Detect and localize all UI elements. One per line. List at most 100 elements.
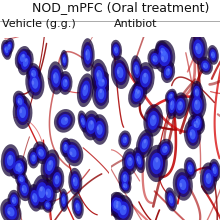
- Ellipse shape: [46, 189, 51, 198]
- Ellipse shape: [98, 89, 104, 99]
- Ellipse shape: [20, 54, 26, 62]
- Ellipse shape: [196, 118, 200, 125]
- Ellipse shape: [69, 148, 77, 157]
- Ellipse shape: [29, 74, 40, 93]
- Ellipse shape: [205, 173, 211, 184]
- Ellipse shape: [27, 184, 42, 212]
- Ellipse shape: [147, 49, 163, 69]
- Ellipse shape: [98, 78, 105, 87]
- Ellipse shape: [193, 121, 199, 128]
- Ellipse shape: [161, 56, 164, 61]
- Ellipse shape: [32, 175, 52, 210]
- Ellipse shape: [166, 91, 178, 119]
- Ellipse shape: [40, 180, 57, 207]
- Ellipse shape: [207, 45, 219, 65]
- Ellipse shape: [15, 93, 26, 110]
- Ellipse shape: [144, 139, 146, 143]
- Ellipse shape: [190, 93, 204, 117]
- Ellipse shape: [91, 114, 108, 145]
- Ellipse shape: [29, 68, 38, 79]
- Ellipse shape: [192, 83, 202, 101]
- Ellipse shape: [200, 162, 217, 194]
- Ellipse shape: [113, 195, 134, 220]
- Ellipse shape: [20, 182, 29, 196]
- Ellipse shape: [12, 200, 14, 202]
- Ellipse shape: [82, 42, 93, 68]
- Ellipse shape: [159, 141, 171, 158]
- Ellipse shape: [80, 115, 86, 128]
- Ellipse shape: [162, 146, 168, 153]
- Ellipse shape: [22, 188, 24, 191]
- Ellipse shape: [116, 204, 118, 208]
- Ellipse shape: [86, 51, 87, 55]
- Ellipse shape: [210, 49, 216, 61]
- Ellipse shape: [118, 166, 132, 190]
- Ellipse shape: [81, 119, 82, 123]
- Ellipse shape: [16, 95, 24, 108]
- Ellipse shape: [19, 52, 32, 72]
- Ellipse shape: [81, 118, 85, 125]
- Ellipse shape: [128, 81, 147, 108]
- Ellipse shape: [72, 195, 84, 219]
- Ellipse shape: [58, 71, 73, 95]
- Ellipse shape: [160, 48, 166, 56]
- Ellipse shape: [32, 195, 34, 199]
- Ellipse shape: [122, 181, 129, 190]
- Ellipse shape: [97, 126, 99, 130]
- Ellipse shape: [152, 115, 155, 120]
- Ellipse shape: [148, 111, 159, 130]
- Ellipse shape: [94, 82, 108, 106]
- Ellipse shape: [29, 150, 38, 166]
- Ellipse shape: [169, 195, 173, 204]
- Ellipse shape: [79, 77, 92, 103]
- Ellipse shape: [45, 156, 55, 175]
- Ellipse shape: [134, 90, 141, 99]
- Ellipse shape: [110, 195, 122, 214]
- Ellipse shape: [70, 171, 81, 192]
- Ellipse shape: [53, 72, 59, 84]
- Ellipse shape: [90, 121, 93, 125]
- Ellipse shape: [31, 154, 36, 162]
- Ellipse shape: [134, 86, 139, 98]
- Ellipse shape: [137, 158, 138, 161]
- Ellipse shape: [18, 180, 30, 198]
- Ellipse shape: [27, 148, 40, 169]
- Ellipse shape: [117, 70, 119, 74]
- Ellipse shape: [34, 179, 50, 206]
- Ellipse shape: [188, 167, 190, 169]
- Ellipse shape: [94, 121, 105, 138]
- Ellipse shape: [155, 158, 158, 162]
- Ellipse shape: [158, 47, 171, 66]
- Text: Antibiot: Antibiot: [114, 19, 158, 29]
- Ellipse shape: [172, 92, 188, 119]
- Ellipse shape: [198, 57, 213, 75]
- Ellipse shape: [64, 118, 67, 121]
- Ellipse shape: [33, 141, 49, 164]
- Ellipse shape: [50, 166, 64, 193]
- Ellipse shape: [60, 138, 72, 157]
- Ellipse shape: [4, 38, 15, 56]
- Ellipse shape: [118, 130, 131, 150]
- Ellipse shape: [97, 72, 99, 77]
- Ellipse shape: [65, 79, 67, 83]
- Ellipse shape: [177, 175, 189, 194]
- Ellipse shape: [213, 168, 214, 171]
- Ellipse shape: [17, 177, 32, 201]
- Ellipse shape: [28, 66, 39, 81]
- Ellipse shape: [175, 98, 185, 114]
- Ellipse shape: [42, 183, 55, 204]
- Ellipse shape: [195, 43, 202, 54]
- Ellipse shape: [174, 95, 187, 116]
- Ellipse shape: [16, 49, 29, 67]
- Ellipse shape: [42, 197, 53, 213]
- Ellipse shape: [7, 190, 21, 211]
- Ellipse shape: [136, 129, 154, 158]
- Ellipse shape: [96, 85, 106, 103]
- Ellipse shape: [91, 59, 108, 92]
- Ellipse shape: [142, 139, 148, 149]
- Ellipse shape: [55, 176, 57, 179]
- Ellipse shape: [25, 67, 44, 99]
- Ellipse shape: [209, 159, 220, 182]
- Ellipse shape: [200, 59, 211, 73]
- Ellipse shape: [193, 86, 201, 99]
